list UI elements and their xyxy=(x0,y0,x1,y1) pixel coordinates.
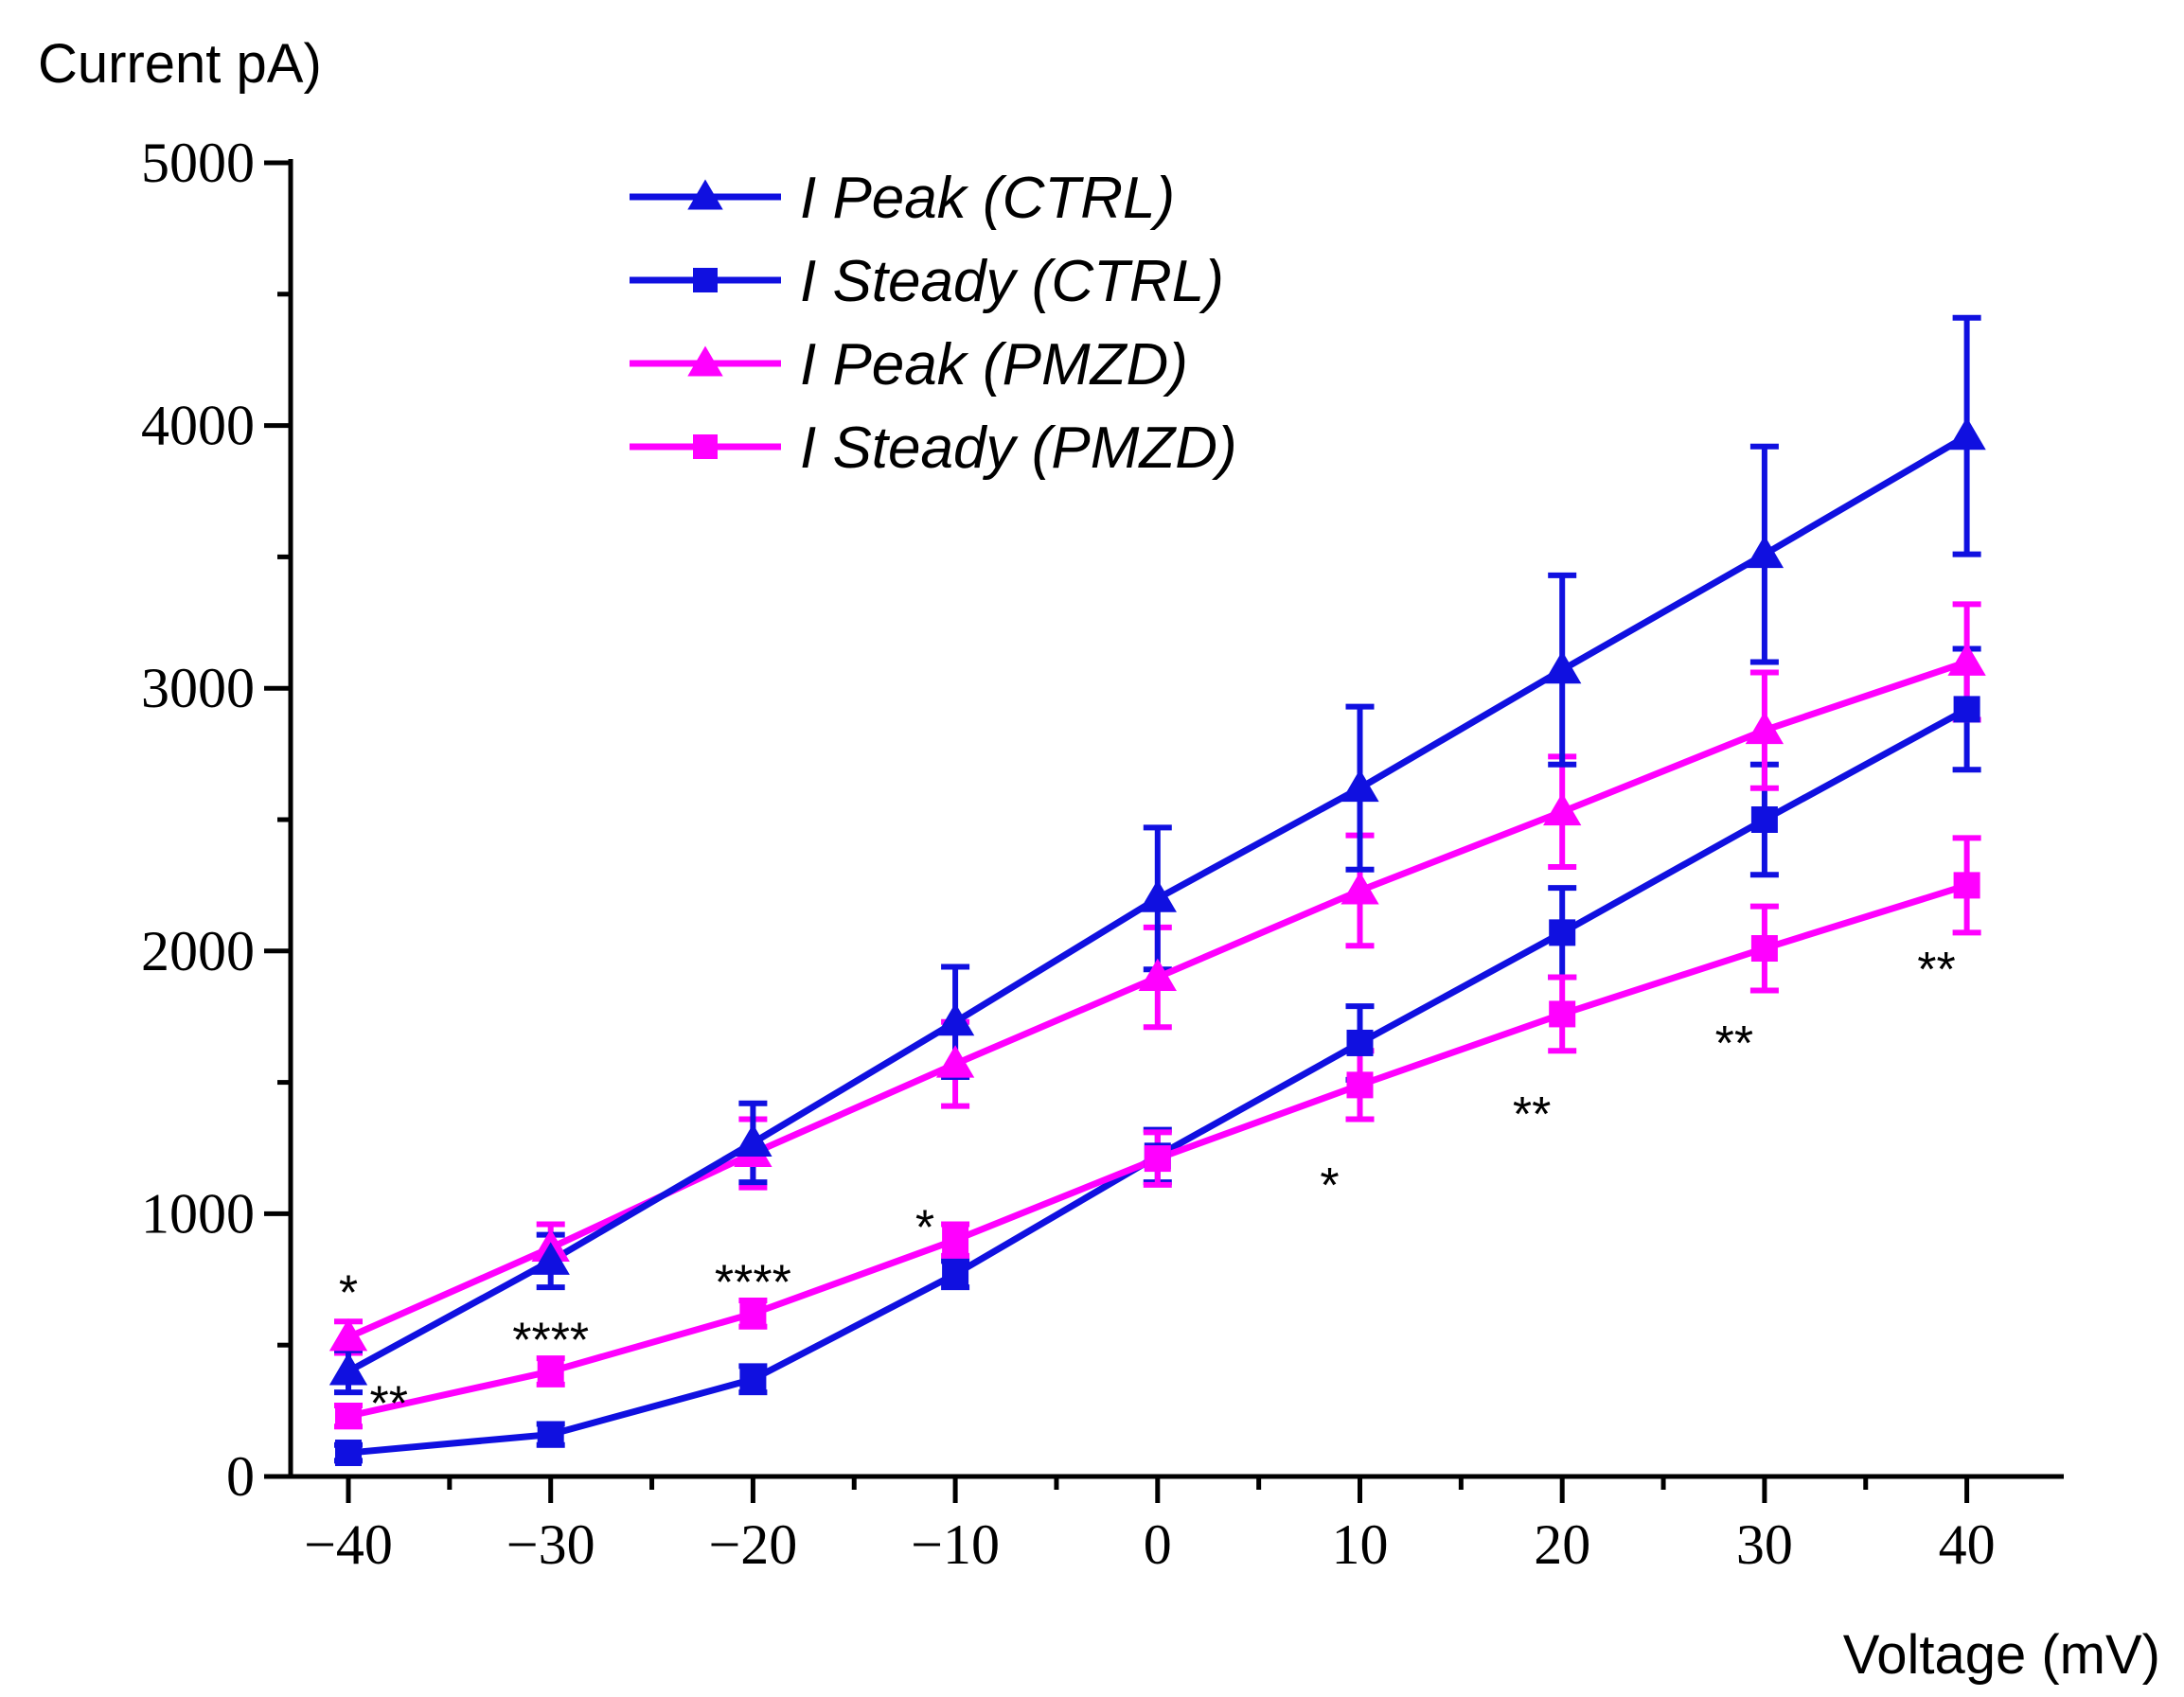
i-steady-ctrl-line xyxy=(347,706,1969,1457)
i-peak-ctrl-point xyxy=(1138,879,1177,912)
i-peak-ctrl-point xyxy=(1543,650,1582,684)
i-peak-pmzd-point xyxy=(1138,958,1177,992)
significance-mark: ** xyxy=(1715,1016,1753,1071)
x-tick-label: 10 xyxy=(1332,1513,1389,1576)
i-steady-pmzd-point xyxy=(739,1299,767,1327)
i-peak-ctrl-point xyxy=(1745,535,1784,569)
x-tick-label: −10 xyxy=(911,1513,1000,1576)
significance-mark: ** xyxy=(369,1376,407,1431)
y-tick-label: 3000 xyxy=(141,657,255,719)
legend-marker-i-peak-ctrl xyxy=(687,179,723,210)
y-tick-label: 2000 xyxy=(141,920,255,982)
y-tick-label: 1000 xyxy=(141,1182,255,1245)
legend-label-i-steady-pmzd: I Steady (PMZD) xyxy=(800,415,1237,481)
legend-marker-i-peak-pmzd xyxy=(687,345,723,377)
x-tick-label: 30 xyxy=(1736,1513,1793,1576)
i-steady-ctrl-point xyxy=(537,1421,564,1448)
i-steady-pmzd-point xyxy=(335,1403,362,1430)
significance-mark: **** xyxy=(715,1256,791,1311)
i-steady-pmzd-point xyxy=(1953,872,1980,899)
i-peak-pmzd-point xyxy=(328,1317,368,1352)
i-peak-ctrl-point xyxy=(1341,769,1379,803)
x-tick-label: −20 xyxy=(708,1513,797,1576)
i-steady-ctrl-point xyxy=(739,1366,767,1393)
i-steady-pmzd-point xyxy=(537,1357,564,1385)
significance-mark: * xyxy=(1320,1158,1339,1213)
x-tick-label: 20 xyxy=(1534,1513,1590,1576)
x-tick-label: 40 xyxy=(1939,1513,1996,1576)
i-steady-ctrl-point xyxy=(1953,696,1980,723)
i-steady-ctrl-point xyxy=(942,1261,969,1288)
x-tick-label: −40 xyxy=(304,1513,393,1576)
y-tick-label: 5000 xyxy=(141,132,255,194)
i-peak-pmzd-point xyxy=(1947,643,1986,676)
legend-marker-i-steady-pmzd xyxy=(693,434,718,459)
i-steady-pmzd-point xyxy=(1750,935,1778,963)
y-tick-label: 4000 xyxy=(141,395,255,457)
axes: 0 1000 2000 3000 4000 5000 −40 −30 −20 −10 0 10 20 30… xyxy=(141,132,2064,1576)
x-tick-label: 0 xyxy=(1144,1513,1172,1576)
i-peak-pmzd-point xyxy=(1543,792,1582,826)
x-tick-label: −30 xyxy=(506,1513,595,1576)
i-steady-pmzd-point xyxy=(1346,1071,1374,1099)
i-steady-ctrl-point xyxy=(1549,919,1576,946)
i-peak-ctrl-point xyxy=(531,1242,570,1275)
i-peak-ctrl-point xyxy=(734,1123,772,1157)
i-peak-ctrl-point xyxy=(328,1352,368,1386)
legend-marker-i-steady-ctrl xyxy=(693,268,718,292)
i-peak-pmzd-point xyxy=(1341,871,1379,905)
significance-mark: ** xyxy=(1917,943,1955,998)
series-markers xyxy=(328,416,1986,1467)
legend: I Peak (CTRL) I Steady (CTRL) I Peak (PMZD… xyxy=(630,166,1237,481)
i-steady-pmzd-point xyxy=(942,1227,969,1254)
i-peak-pmzd-point xyxy=(1745,711,1784,745)
i-steady-pmzd-point xyxy=(1144,1145,1171,1173)
i-peak-ctrl-point xyxy=(935,1002,975,1036)
i-peak-ctrl-point xyxy=(1947,416,1986,451)
i-steady-pmzd-point xyxy=(1549,1000,1576,1028)
significance-mark: ** xyxy=(1513,1087,1551,1142)
i-peak-pmzd-point xyxy=(935,1045,975,1078)
legend-label-i-steady-ctrl: I Steady (CTRL) xyxy=(800,249,1224,314)
y-axis-title: Current pA) xyxy=(38,33,322,95)
significance-mark: **** xyxy=(512,1314,589,1369)
i-steady-ctrl-point xyxy=(335,1440,362,1467)
legend-label-i-peak-ctrl: I Peak (CTRL) xyxy=(800,166,1175,231)
significance-mark: * xyxy=(915,1200,934,1255)
significance-annotations: ******************* xyxy=(339,943,1956,1431)
x-axis-title: Voltage (mV) xyxy=(1843,1624,2160,1686)
y-tick-label: 0 xyxy=(226,1445,255,1508)
significance-mark: * xyxy=(339,1266,358,1321)
i-steady-ctrl-point xyxy=(1346,1029,1374,1056)
i-steady-ctrl-point xyxy=(1750,806,1778,833)
legend-label-i-peak-pmzd: I Peak (PMZD) xyxy=(800,332,1188,398)
